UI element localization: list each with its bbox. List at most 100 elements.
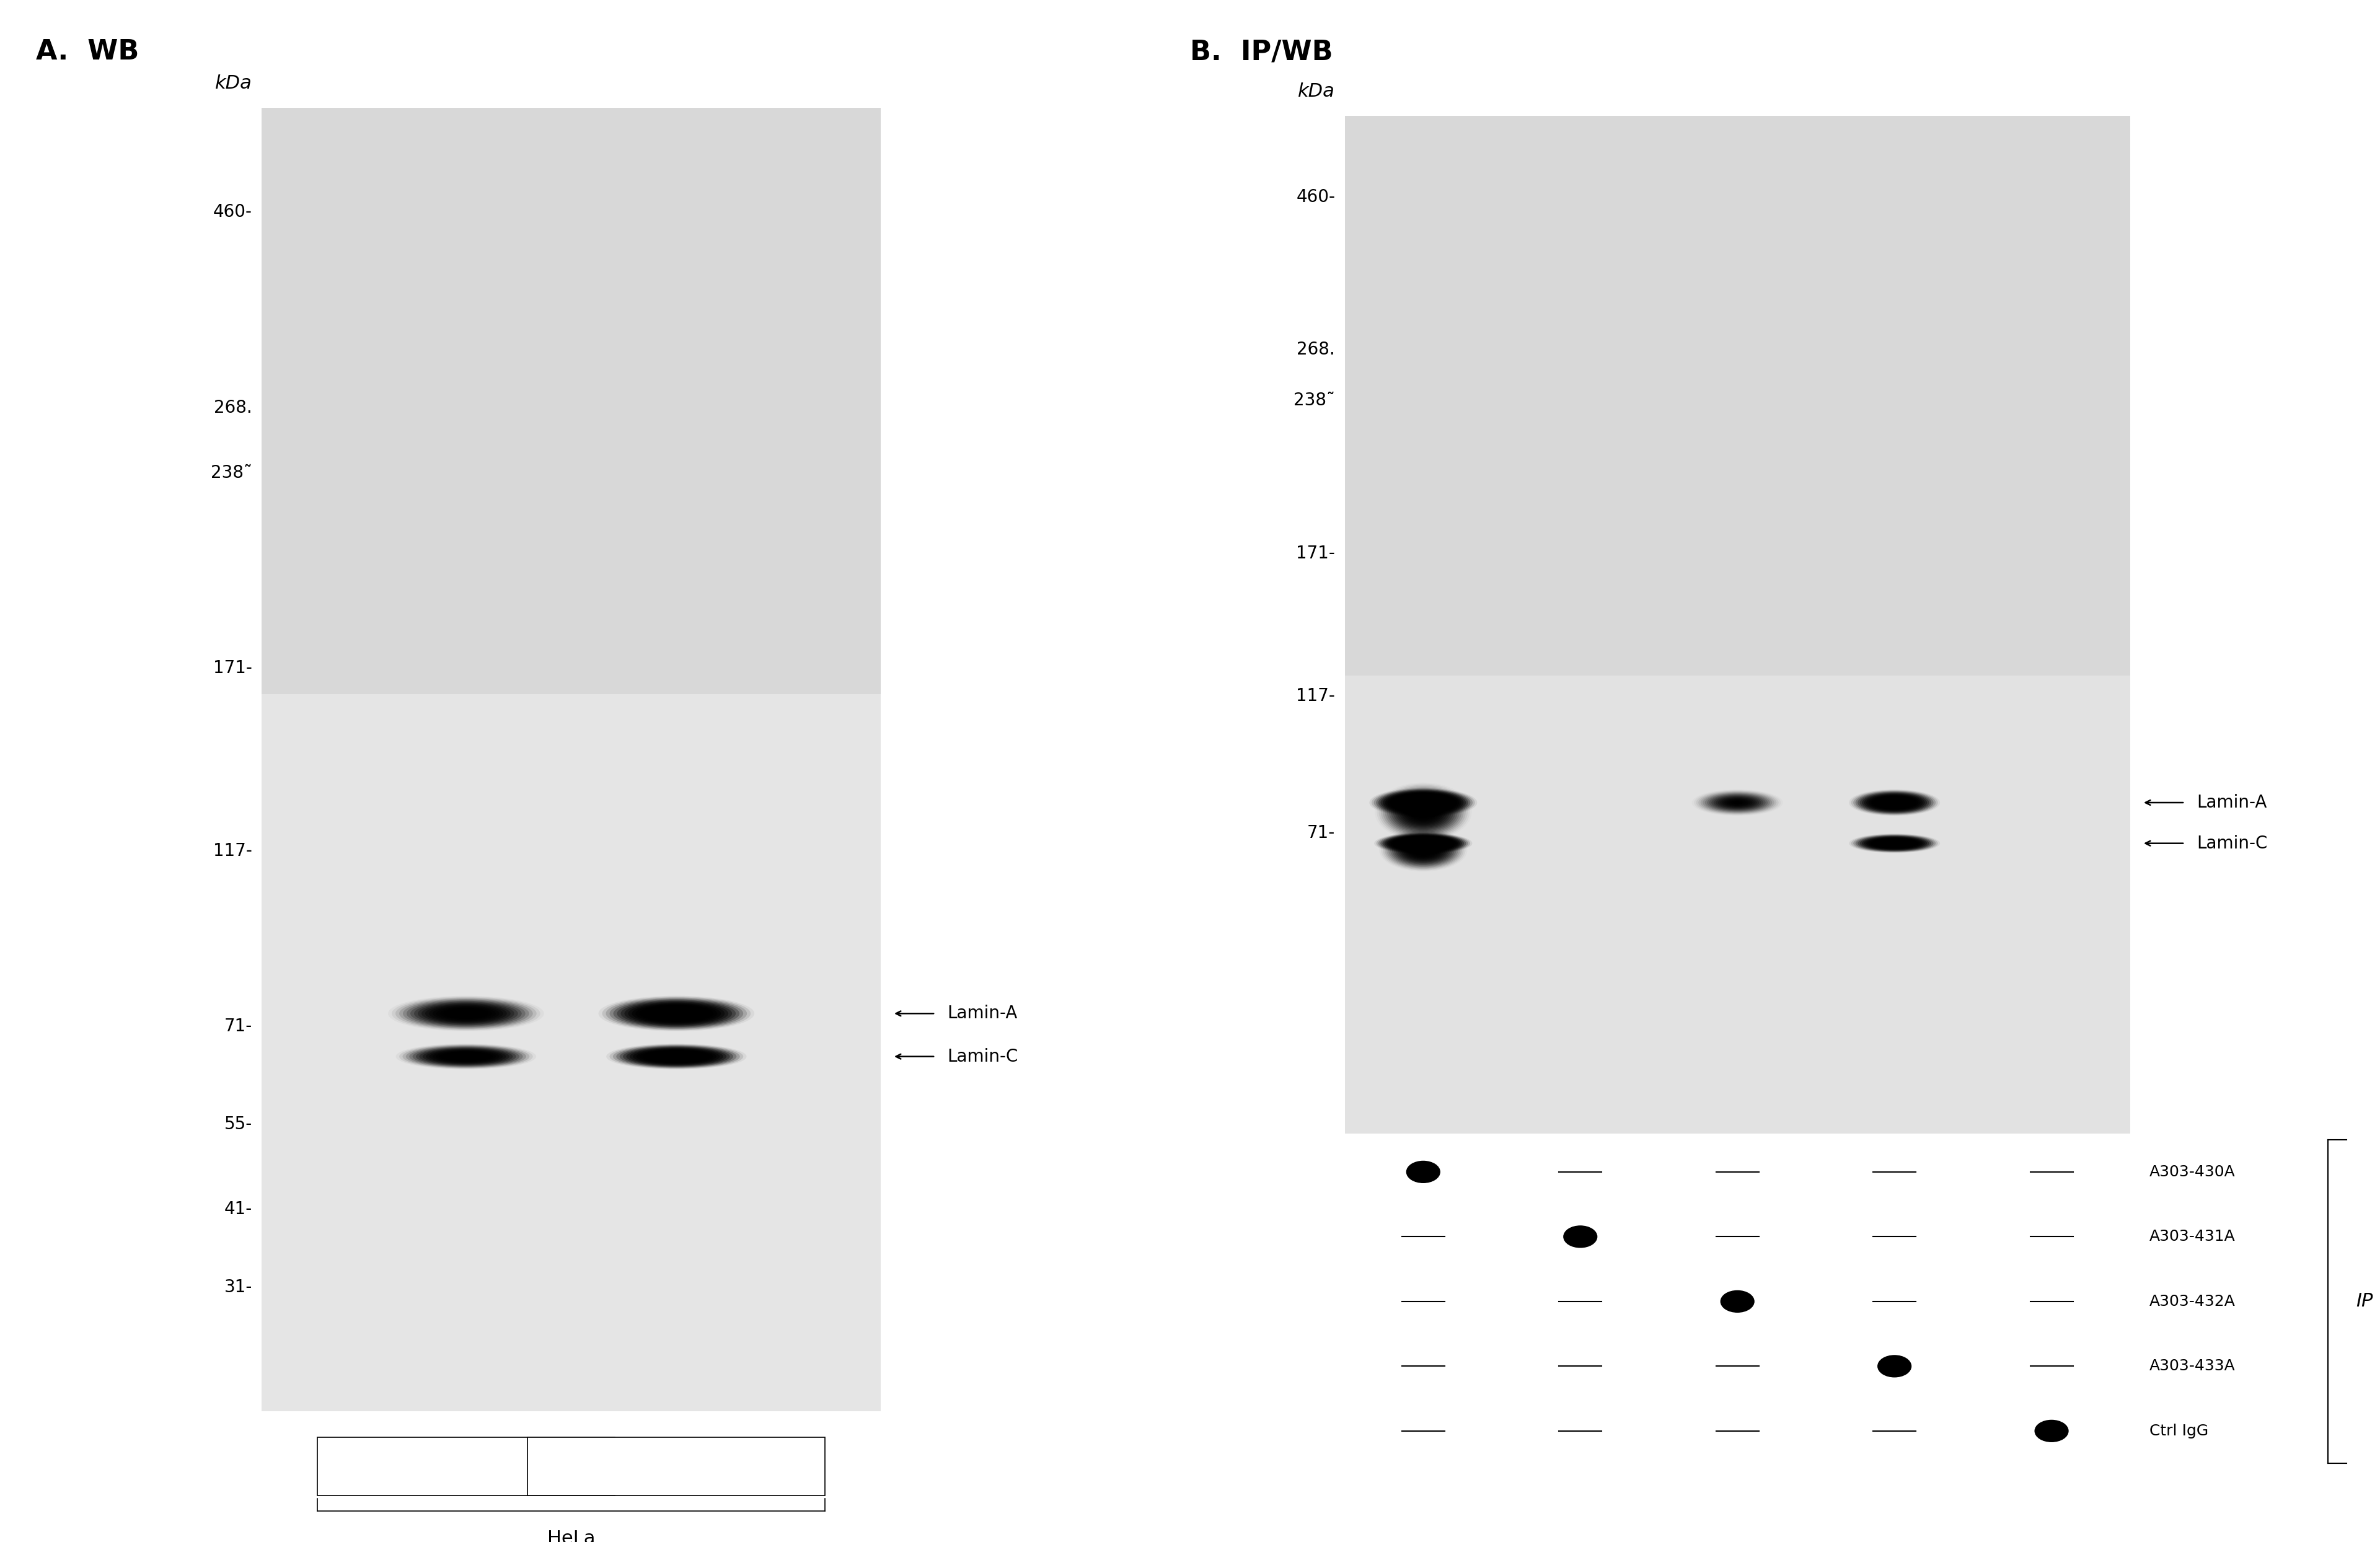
Ellipse shape bbox=[1373, 790, 1473, 816]
Ellipse shape bbox=[1883, 799, 1906, 806]
Ellipse shape bbox=[452, 1055, 478, 1059]
Ellipse shape bbox=[1397, 796, 1449, 810]
Ellipse shape bbox=[1711, 796, 1764, 810]
Ellipse shape bbox=[664, 1055, 690, 1059]
Ellipse shape bbox=[1380, 834, 1466, 853]
Ellipse shape bbox=[669, 1012, 683, 1015]
Ellipse shape bbox=[1733, 802, 1742, 803]
Ellipse shape bbox=[1716, 796, 1759, 810]
Text: 15: 15 bbox=[666, 1457, 688, 1476]
Ellipse shape bbox=[666, 1055, 685, 1058]
Ellipse shape bbox=[1388, 836, 1459, 851]
Ellipse shape bbox=[654, 1008, 700, 1019]
Ellipse shape bbox=[1864, 837, 1925, 850]
Ellipse shape bbox=[626, 1047, 726, 1066]
Ellipse shape bbox=[436, 1007, 495, 1021]
Ellipse shape bbox=[433, 1005, 500, 1021]
Ellipse shape bbox=[1395, 836, 1452, 865]
Ellipse shape bbox=[1383, 791, 1464, 814]
Ellipse shape bbox=[1392, 837, 1454, 850]
Ellipse shape bbox=[1397, 837, 1449, 850]
Ellipse shape bbox=[1861, 836, 1928, 850]
Ellipse shape bbox=[1709, 794, 1766, 811]
Ellipse shape bbox=[436, 1052, 495, 1062]
Ellipse shape bbox=[440, 1052, 493, 1061]
Ellipse shape bbox=[1409, 799, 1438, 806]
Ellipse shape bbox=[400, 1044, 533, 1069]
Ellipse shape bbox=[1418, 848, 1428, 853]
Ellipse shape bbox=[1373, 833, 1473, 854]
Ellipse shape bbox=[628, 1002, 724, 1024]
Ellipse shape bbox=[1395, 837, 1452, 864]
Ellipse shape bbox=[614, 1045, 740, 1069]
Ellipse shape bbox=[457, 1055, 476, 1058]
Ellipse shape bbox=[643, 1050, 709, 1062]
Text: HeLa: HeLa bbox=[547, 1530, 595, 1542]
Bar bbox=[262, 694, 881, 1411]
Ellipse shape bbox=[1718, 797, 1756, 808]
Ellipse shape bbox=[1702, 793, 1773, 813]
Ellipse shape bbox=[631, 1049, 724, 1066]
Ellipse shape bbox=[395, 998, 536, 1030]
Ellipse shape bbox=[462, 1013, 469, 1015]
Ellipse shape bbox=[621, 1001, 733, 1027]
Ellipse shape bbox=[445, 1053, 486, 1061]
Text: kDa: kDa bbox=[214, 74, 252, 93]
Ellipse shape bbox=[602, 996, 750, 1030]
Text: 171-: 171- bbox=[214, 660, 252, 677]
Text: 55-: 55- bbox=[224, 1115, 252, 1133]
Ellipse shape bbox=[1371, 788, 1476, 817]
Ellipse shape bbox=[1699, 791, 1775, 814]
Ellipse shape bbox=[1864, 794, 1925, 811]
Ellipse shape bbox=[640, 1050, 714, 1064]
Circle shape bbox=[1407, 1161, 1440, 1183]
Ellipse shape bbox=[1388, 793, 1459, 813]
Ellipse shape bbox=[607, 1044, 747, 1070]
Ellipse shape bbox=[459, 1055, 474, 1058]
Ellipse shape bbox=[647, 1052, 707, 1062]
Ellipse shape bbox=[669, 1055, 683, 1058]
Ellipse shape bbox=[1852, 834, 1937, 853]
Ellipse shape bbox=[1404, 797, 1442, 808]
Ellipse shape bbox=[1402, 797, 1445, 808]
Ellipse shape bbox=[1392, 794, 1454, 830]
Text: 50: 50 bbox=[455, 1457, 476, 1476]
Ellipse shape bbox=[633, 1049, 719, 1064]
Ellipse shape bbox=[1416, 842, 1430, 845]
Ellipse shape bbox=[616, 1045, 735, 1067]
Ellipse shape bbox=[459, 1012, 474, 1015]
Text: 268.: 268. bbox=[1297, 341, 1335, 358]
Ellipse shape bbox=[1414, 840, 1433, 845]
Ellipse shape bbox=[1395, 837, 1452, 850]
Ellipse shape bbox=[1390, 791, 1457, 833]
Ellipse shape bbox=[1390, 794, 1457, 811]
Ellipse shape bbox=[1397, 796, 1449, 828]
Ellipse shape bbox=[426, 1049, 507, 1064]
Ellipse shape bbox=[1392, 834, 1454, 865]
Ellipse shape bbox=[414, 1002, 519, 1025]
Ellipse shape bbox=[407, 999, 526, 1027]
Ellipse shape bbox=[407, 1045, 526, 1067]
Ellipse shape bbox=[1883, 799, 1906, 806]
Ellipse shape bbox=[450, 1053, 483, 1059]
Ellipse shape bbox=[1416, 800, 1430, 805]
Ellipse shape bbox=[640, 1005, 714, 1022]
Ellipse shape bbox=[416, 1047, 516, 1066]
Text: 460-: 460- bbox=[1297, 188, 1335, 205]
Ellipse shape bbox=[1411, 843, 1435, 856]
Text: A303-430A: A303-430A bbox=[2149, 1164, 2235, 1180]
Ellipse shape bbox=[1404, 840, 1442, 859]
Ellipse shape bbox=[409, 1045, 524, 1067]
Bar bbox=[1345, 116, 2130, 675]
Text: A303-431A: A303-431A bbox=[2149, 1229, 2235, 1244]
Ellipse shape bbox=[402, 1045, 528, 1069]
Ellipse shape bbox=[1418, 810, 1428, 814]
Ellipse shape bbox=[1875, 839, 1914, 848]
Ellipse shape bbox=[455, 1012, 476, 1016]
Ellipse shape bbox=[1866, 837, 1923, 850]
Ellipse shape bbox=[616, 999, 735, 1027]
Ellipse shape bbox=[1385, 831, 1461, 868]
Ellipse shape bbox=[1728, 800, 1747, 805]
Circle shape bbox=[2035, 1420, 2068, 1442]
Ellipse shape bbox=[1859, 793, 1930, 813]
